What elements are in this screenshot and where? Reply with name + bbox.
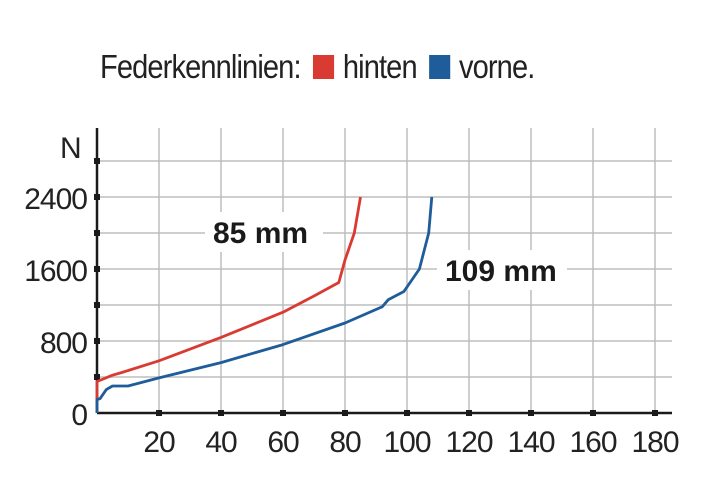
x-tick-mark — [218, 410, 224, 416]
legend-swatch-hinten — [312, 55, 335, 79]
y-tick-mark — [94, 230, 100, 236]
y-tick-mark — [94, 266, 100, 272]
x-tick-label: 40 — [205, 426, 237, 459]
y-tick-label: 2400 — [24, 183, 87, 216]
x-tick-mark — [466, 410, 472, 416]
annotation-85mm: 85 mm — [213, 217, 308, 250]
series-line-vorne — [95, 196, 434, 413]
legend-label-hinten: hinten — [342, 48, 418, 85]
y-tick-label: 800 — [40, 327, 87, 360]
x-tick-label: 100 — [383, 426, 430, 459]
y-tick-mark — [94, 158, 100, 164]
legend-swatch-vorne — [429, 55, 451, 79]
annotation-bg — [205, 212, 323, 252]
x-tick-label: 80 — [329, 426, 361, 459]
x-tick-label: 160 — [569, 426, 616, 459]
y-tick-label: 1600 — [24, 255, 87, 288]
annotation-109mm: 109 mm — [445, 255, 557, 288]
x-tick-label: 180 — [631, 426, 678, 459]
x-tick-label: 60 — [267, 426, 299, 459]
chart-title: Federkennlinien: — [100, 48, 302, 85]
y-tick-mark — [94, 338, 100, 344]
x-tick-mark — [404, 410, 410, 416]
legend-label-vorne: vorne. — [458, 48, 535, 85]
x-tick-mark — [652, 410, 658, 416]
y-axis-label: N — [60, 132, 81, 165]
y-tick-mark — [94, 374, 100, 380]
x-tick-label: 120 — [445, 426, 492, 459]
x-tick-label: 140 — [507, 426, 554, 459]
x-tick-mark — [280, 410, 286, 416]
x-tick-mark — [342, 410, 348, 416]
y-tick-label: 0 — [71, 399, 87, 432]
y-tick-mark — [94, 194, 100, 200]
x-tick-label: 20 — [143, 426, 175, 459]
x-tick-mark — [590, 410, 596, 416]
legend: Federkennlinien: hinten vorne. — [100, 48, 535, 86]
series-line-hinten — [95, 196, 362, 413]
y-tick-mark — [94, 302, 100, 308]
x-tick-mark — [156, 410, 162, 416]
x-tick-mark — [528, 410, 534, 416]
annotation-bg — [437, 250, 567, 290]
